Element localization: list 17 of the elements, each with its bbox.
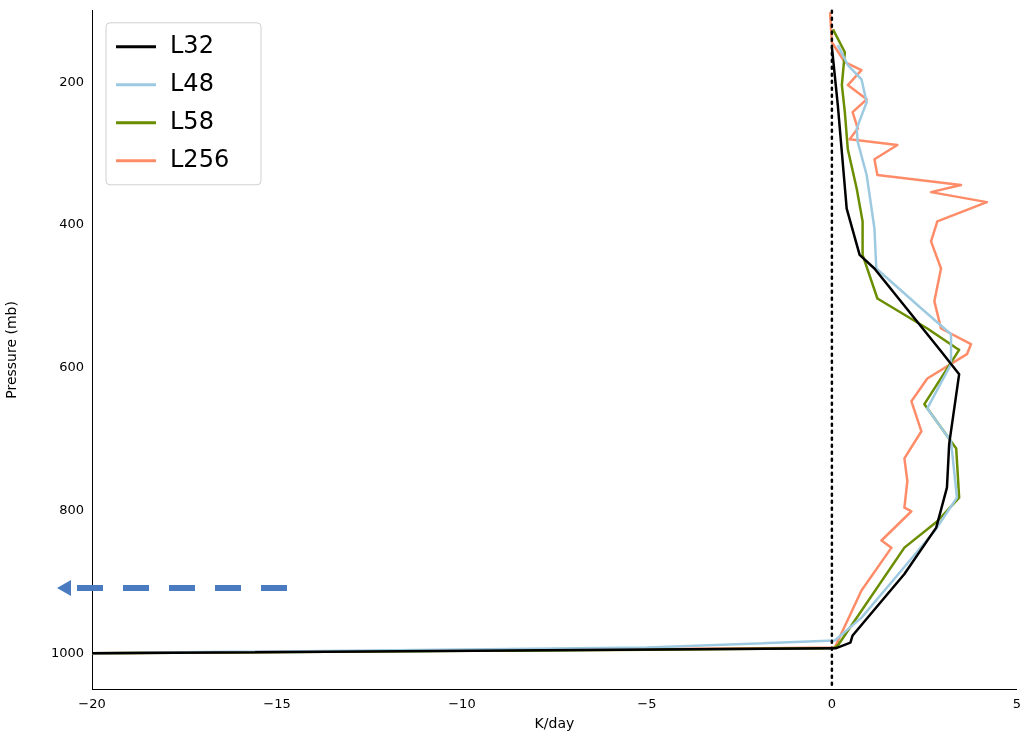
- y-tick-label: 1000: [50, 644, 84, 660]
- x-tick-label: −15: [263, 696, 291, 712]
- x-tick-label: 0: [827, 696, 837, 712]
- y-axis-title: Pressure (mb): [3, 301, 20, 399]
- x-tick-label: 5: [1012, 696, 1022, 712]
- y-tick-label: 200: [59, 73, 84, 89]
- x-tick-label: −10: [448, 696, 476, 712]
- legend-label: L32: [170, 31, 214, 60]
- legend-label: L58: [170, 107, 214, 136]
- x-tick-label: −5: [637, 696, 657, 712]
- y-tick-label: 800: [59, 501, 84, 517]
- y-tick-label: 600: [59, 359, 84, 375]
- legend-label: L256: [170, 145, 230, 174]
- x-axis-title: K/day: [534, 715, 575, 732]
- x-tick-label: −20: [78, 696, 106, 712]
- y-tick-label: 400: [59, 216, 84, 232]
- legend-label: L48: [170, 69, 214, 98]
